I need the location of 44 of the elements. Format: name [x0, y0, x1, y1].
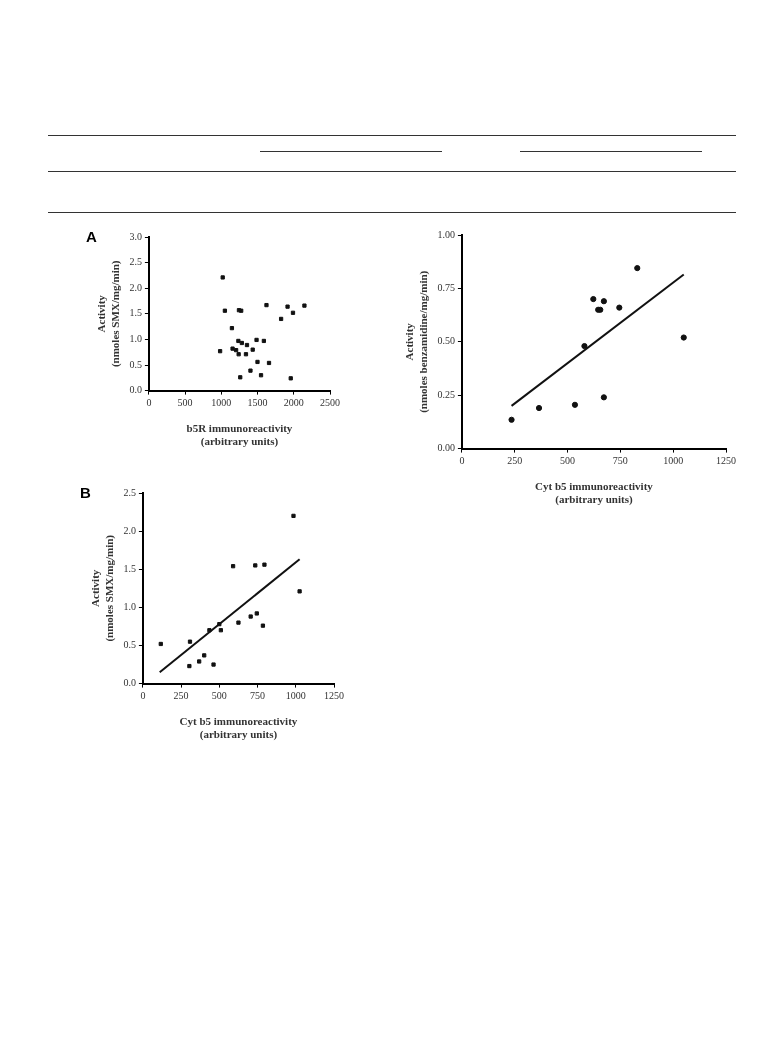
x-tick-label: 1000 — [211, 397, 232, 409]
x-tick-label: 500 — [211, 690, 227, 702]
x-tick-label: 1250 — [716, 455, 736, 467]
y-tick-label: 0.75 — [437, 282, 455, 294]
y-tick-label: 1.0 — [129, 333, 142, 345]
x-tick-label: 1250 — [324, 690, 344, 702]
y-tick-label: 0.5 — [129, 358, 142, 370]
y-tick-label: 1.00 — [437, 228, 455, 240]
y-axis-title: Activity (nmoles SMX/mg/min) — [89, 534, 116, 642]
x-tick-label: 250 — [507, 455, 523, 467]
y-axis-title: Activity (nmoles SMX/mg/min) — [95, 260, 122, 368]
x-tick-label: 750 — [250, 690, 266, 702]
x-tick-label: 250 — [173, 690, 189, 702]
y-tick-label: 1.0 — [123, 600, 136, 612]
x-axis-title: Cyt b5 immunoreactivity (arbitrary units) — [179, 715, 298, 742]
x-axis-title: b5R immunoreactivity (arbitrary units) — [186, 422, 293, 449]
x-tick-label: 1000 — [285, 690, 306, 702]
y-tick-label: 2.5 — [129, 256, 142, 268]
y-tick-label: 0.5 — [123, 639, 136, 651]
y-tick-label: 0.0 — [123, 677, 136, 689]
x-tick-label: 2500 — [320, 397, 340, 409]
y-tick-label: 2.0 — [129, 281, 142, 293]
x-tick-label: 750 — [612, 455, 628, 467]
chart-title: A — [86, 228, 97, 245]
x-axis-title: Cyt b5 immunoreactivity (arbitrary units) — [535, 480, 654, 507]
y-tick-label: 0.00 — [437, 442, 455, 454]
x-tick-label: 1000 — [663, 455, 684, 467]
x-tick-label: 0 — [459, 455, 465, 467]
y-tick-label: 0.25 — [437, 388, 455, 400]
y-tick-label: 2.0 — [123, 524, 136, 536]
y-tick-label: 0.0 — [129, 384, 142, 396]
y-axis-title: Activity (nmoles benzamidine/mg/min) — [403, 270, 430, 413]
x-tick-label: 500 — [560, 455, 576, 467]
y-tick-label: 3.0 — [129, 230, 142, 242]
x-tick-label: 2000 — [283, 397, 304, 409]
chart-title: B — [80, 484, 91, 501]
x-tick-label: 0 — [140, 690, 146, 702]
y-tick-label: 1.5 — [129, 307, 142, 319]
x-tick-label: 1500 — [247, 397, 268, 409]
x-tick-label: 500 — [177, 397, 193, 409]
x-tick-label: 0 — [146, 397, 152, 409]
y-tick-label: 0.50 — [437, 335, 455, 347]
y-tick-label: 1.5 — [123, 562, 136, 574]
y-tick-label: 2.5 — [123, 486, 136, 498]
